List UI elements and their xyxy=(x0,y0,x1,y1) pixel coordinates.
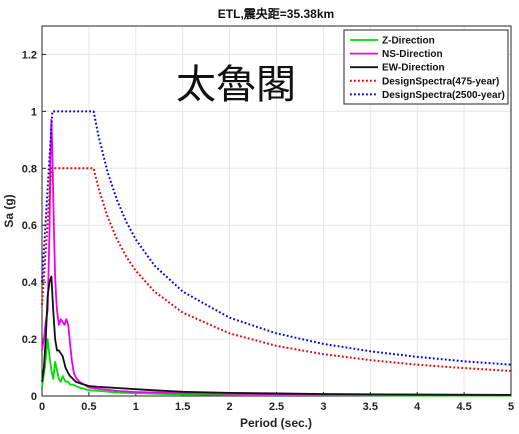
chart-annotation: 太魯閣 xyxy=(176,62,296,108)
legend-label-4: DesignSpectra(2500-year) xyxy=(382,90,505,101)
legend-label-2: EW-Direction xyxy=(382,63,445,74)
data-series xyxy=(41,110,512,397)
x-tick-label-5: 2.5 xyxy=(269,401,284,413)
x-tick-label-9: 4.5 xyxy=(456,401,471,413)
x-tick-label-10: 5 xyxy=(508,401,514,413)
series-line-4 xyxy=(41,110,512,366)
legend: Z-Direction NS-Direction EW-Direction Desig… xyxy=(343,29,509,105)
y-tick-label-2: 0.4 xyxy=(22,277,38,289)
x-tick-label-1: 0.5 xyxy=(81,401,96,413)
x-tick-label-3: 1.5 xyxy=(175,401,190,413)
x-tick-label-0: 0 xyxy=(39,401,45,413)
series-line-3 xyxy=(41,167,512,372)
legend-label-3: DesignSpectra(475-year) xyxy=(382,76,499,87)
y-tick-label-4: 0.8 xyxy=(22,163,37,175)
x-tick-label-7: 3.5 xyxy=(363,401,378,413)
legend-label-0: Z-Direction xyxy=(382,36,435,47)
y-tick-label-3: 0.6 xyxy=(22,220,37,232)
legend-label-1: NS-Direction xyxy=(382,49,443,60)
x-tick-label-4: 2 xyxy=(227,401,233,413)
y-tick-label-0: 0 xyxy=(31,391,37,403)
y-axis-label: Sa (g) xyxy=(2,194,16,227)
series-line-0 xyxy=(41,338,511,397)
y-tick-label-5: 1 xyxy=(31,106,37,118)
series-line-2 xyxy=(41,275,512,396)
x-tick-label-6: 3 xyxy=(320,401,326,413)
x-tick-label-8: 4 xyxy=(414,401,421,413)
x-axis-label: Period (sec.) xyxy=(240,416,312,430)
axis-ticks: 0 0.5 1 1.5 2 2.5 3 3.5 4 4.5 5 0 0.2 0.4 0.6 0.8 1 1.2 xyxy=(22,49,514,413)
x-tick-label-2: 1 xyxy=(133,401,139,413)
y-tick-label-6: 1.2 xyxy=(22,49,37,61)
y-tick-label-1: 0.2 xyxy=(22,334,37,346)
chart-title: ETL,震央距=35.38km xyxy=(218,6,334,21)
